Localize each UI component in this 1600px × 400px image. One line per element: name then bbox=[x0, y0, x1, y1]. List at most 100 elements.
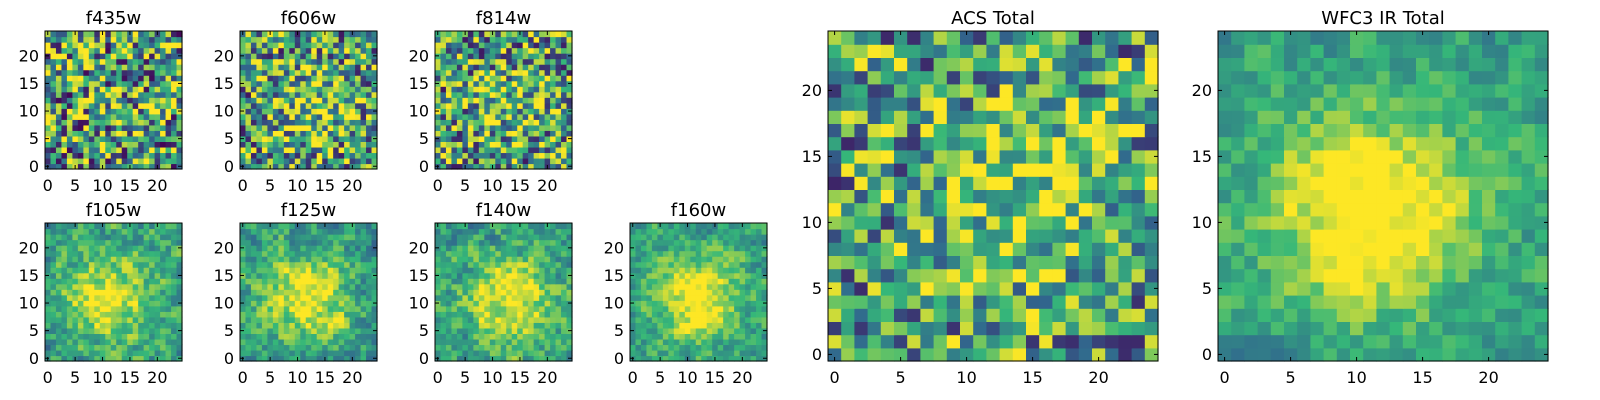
heatmap-cell bbox=[478, 344, 485, 351]
heatmap-cell bbox=[717, 261, 724, 268]
heatmap-cell bbox=[484, 322, 491, 329]
heatmap-cell bbox=[451, 228, 458, 235]
heatmap-cell bbox=[160, 316, 167, 323]
heatmap-cell bbox=[267, 86, 274, 93]
heatmap-cell bbox=[305, 97, 312, 104]
heatmap-cell bbox=[333, 327, 340, 334]
heatmap-cell bbox=[66, 256, 73, 263]
heatmap-cell bbox=[946, 202, 961, 217]
heatmap-cell bbox=[456, 119, 463, 126]
heatmap-cell bbox=[723, 223, 730, 230]
heatmap-cell bbox=[105, 36, 112, 43]
heatmap-cell bbox=[495, 157, 502, 165]
heatmap-cell bbox=[360, 113, 367, 120]
heatmap-cell bbox=[920, 295, 935, 309]
heatmap-cell bbox=[149, 256, 156, 263]
heatmap-cell bbox=[517, 157, 524, 165]
heatmap-cell bbox=[305, 75, 312, 82]
heatmap-cell bbox=[435, 69, 442, 76]
heatmap-cell bbox=[294, 146, 301, 154]
heatmap-cell bbox=[467, 344, 474, 351]
heatmap-cell bbox=[316, 250, 323, 257]
heatmap-cell bbox=[761, 256, 768, 263]
heatmap-cell bbox=[717, 250, 724, 257]
x-tick-label: 20 bbox=[732, 368, 752, 387]
heatmap-cell bbox=[355, 349, 362, 357]
heatmap-cell bbox=[489, 267, 496, 274]
heatmap-cell bbox=[1039, 202, 1053, 217]
heatmap-cell bbox=[533, 102, 540, 109]
heatmap-cell bbox=[160, 152, 167, 159]
heatmap-cell bbox=[360, 97, 367, 104]
heatmap-cell bbox=[83, 261, 90, 268]
heatmap-cell bbox=[1105, 347, 1119, 362]
heatmap-cell bbox=[283, 42, 290, 49]
heatmap-cell bbox=[673, 333, 680, 340]
heatmap-cell bbox=[171, 58, 178, 65]
heatmap-cell bbox=[61, 157, 68, 165]
heatmap-cell bbox=[250, 300, 258, 307]
heatmap-cell bbox=[511, 283, 518, 290]
heatmap-cell bbox=[355, 91, 362, 98]
heatmap-cell bbox=[267, 333, 274, 340]
heatmap-cell bbox=[240, 250, 247, 257]
heatmap-cell bbox=[316, 228, 323, 235]
heatmap-cell bbox=[695, 333, 702, 340]
heatmap-cell bbox=[176, 157, 183, 165]
heatmap-cell bbox=[245, 250, 252, 257]
heatmap-cell bbox=[61, 80, 68, 87]
heatmap-cell bbox=[121, 283, 128, 290]
heatmap-cell bbox=[489, 311, 496, 318]
heatmap-cell bbox=[640, 316, 648, 323]
heatmap-cell bbox=[305, 228, 312, 235]
heatmap-cell bbox=[528, 130, 535, 137]
heatmap-cell bbox=[132, 141, 139, 148]
heatmap-cell bbox=[712, 311, 719, 318]
heatmap-cell bbox=[77, 327, 84, 334]
heatmap-cell bbox=[143, 113, 150, 120]
heatmap-cell bbox=[456, 338, 463, 346]
heatmap-cell bbox=[371, 141, 378, 148]
heatmap-cell bbox=[294, 300, 301, 307]
heatmap-cell bbox=[550, 327, 557, 334]
heatmap-cell bbox=[127, 36, 134, 43]
heatmap-cell bbox=[149, 152, 156, 159]
heatmap-cell bbox=[143, 228, 150, 235]
heatmap-cell bbox=[1012, 321, 1027, 336]
heatmap-cell bbox=[261, 119, 268, 126]
heatmap-cell bbox=[462, 124, 469, 131]
heatmap-cell bbox=[333, 245, 340, 252]
heatmap-cell bbox=[132, 31, 139, 38]
heatmap-cell bbox=[1131, 189, 1146, 204]
heatmap-cell bbox=[489, 58, 496, 65]
heatmap-cell bbox=[517, 349, 524, 357]
heatmap-cell bbox=[517, 311, 524, 318]
heatmap-cell bbox=[561, 130, 568, 137]
heatmap-cell bbox=[250, 223, 258, 230]
heatmap-cell bbox=[555, 152, 562, 159]
heatmap-cell bbox=[338, 64, 345, 71]
heatmap-cell bbox=[66, 278, 73, 285]
heatmap-cell bbox=[366, 256, 373, 263]
heatmap-cell bbox=[154, 119, 161, 126]
heatmap-cell bbox=[500, 300, 507, 307]
heatmap-cell bbox=[1144, 215, 1159, 230]
heatmap-cell bbox=[1144, 347, 1159, 362]
heatmap-cell bbox=[533, 146, 540, 154]
heatmap-cell bbox=[690, 311, 697, 318]
heatmap-cell bbox=[66, 42, 73, 49]
heatmap-cell bbox=[723, 289, 730, 296]
heatmap-cell bbox=[327, 245, 334, 252]
heatmap-cell bbox=[435, 157, 442, 165]
heatmap-cell bbox=[338, 228, 345, 235]
heatmap-cell bbox=[550, 234, 557, 241]
heatmap-cell bbox=[349, 97, 356, 104]
heatmap-cell bbox=[473, 250, 480, 257]
heatmap-cell bbox=[132, 86, 139, 93]
heatmap-cell bbox=[756, 322, 763, 329]
heatmap-cell bbox=[338, 322, 345, 329]
heatmap-cell bbox=[894, 295, 908, 309]
heatmap-cell bbox=[349, 278, 356, 285]
heatmap-cell bbox=[305, 283, 312, 290]
heatmap-cell bbox=[1052, 281, 1067, 296]
